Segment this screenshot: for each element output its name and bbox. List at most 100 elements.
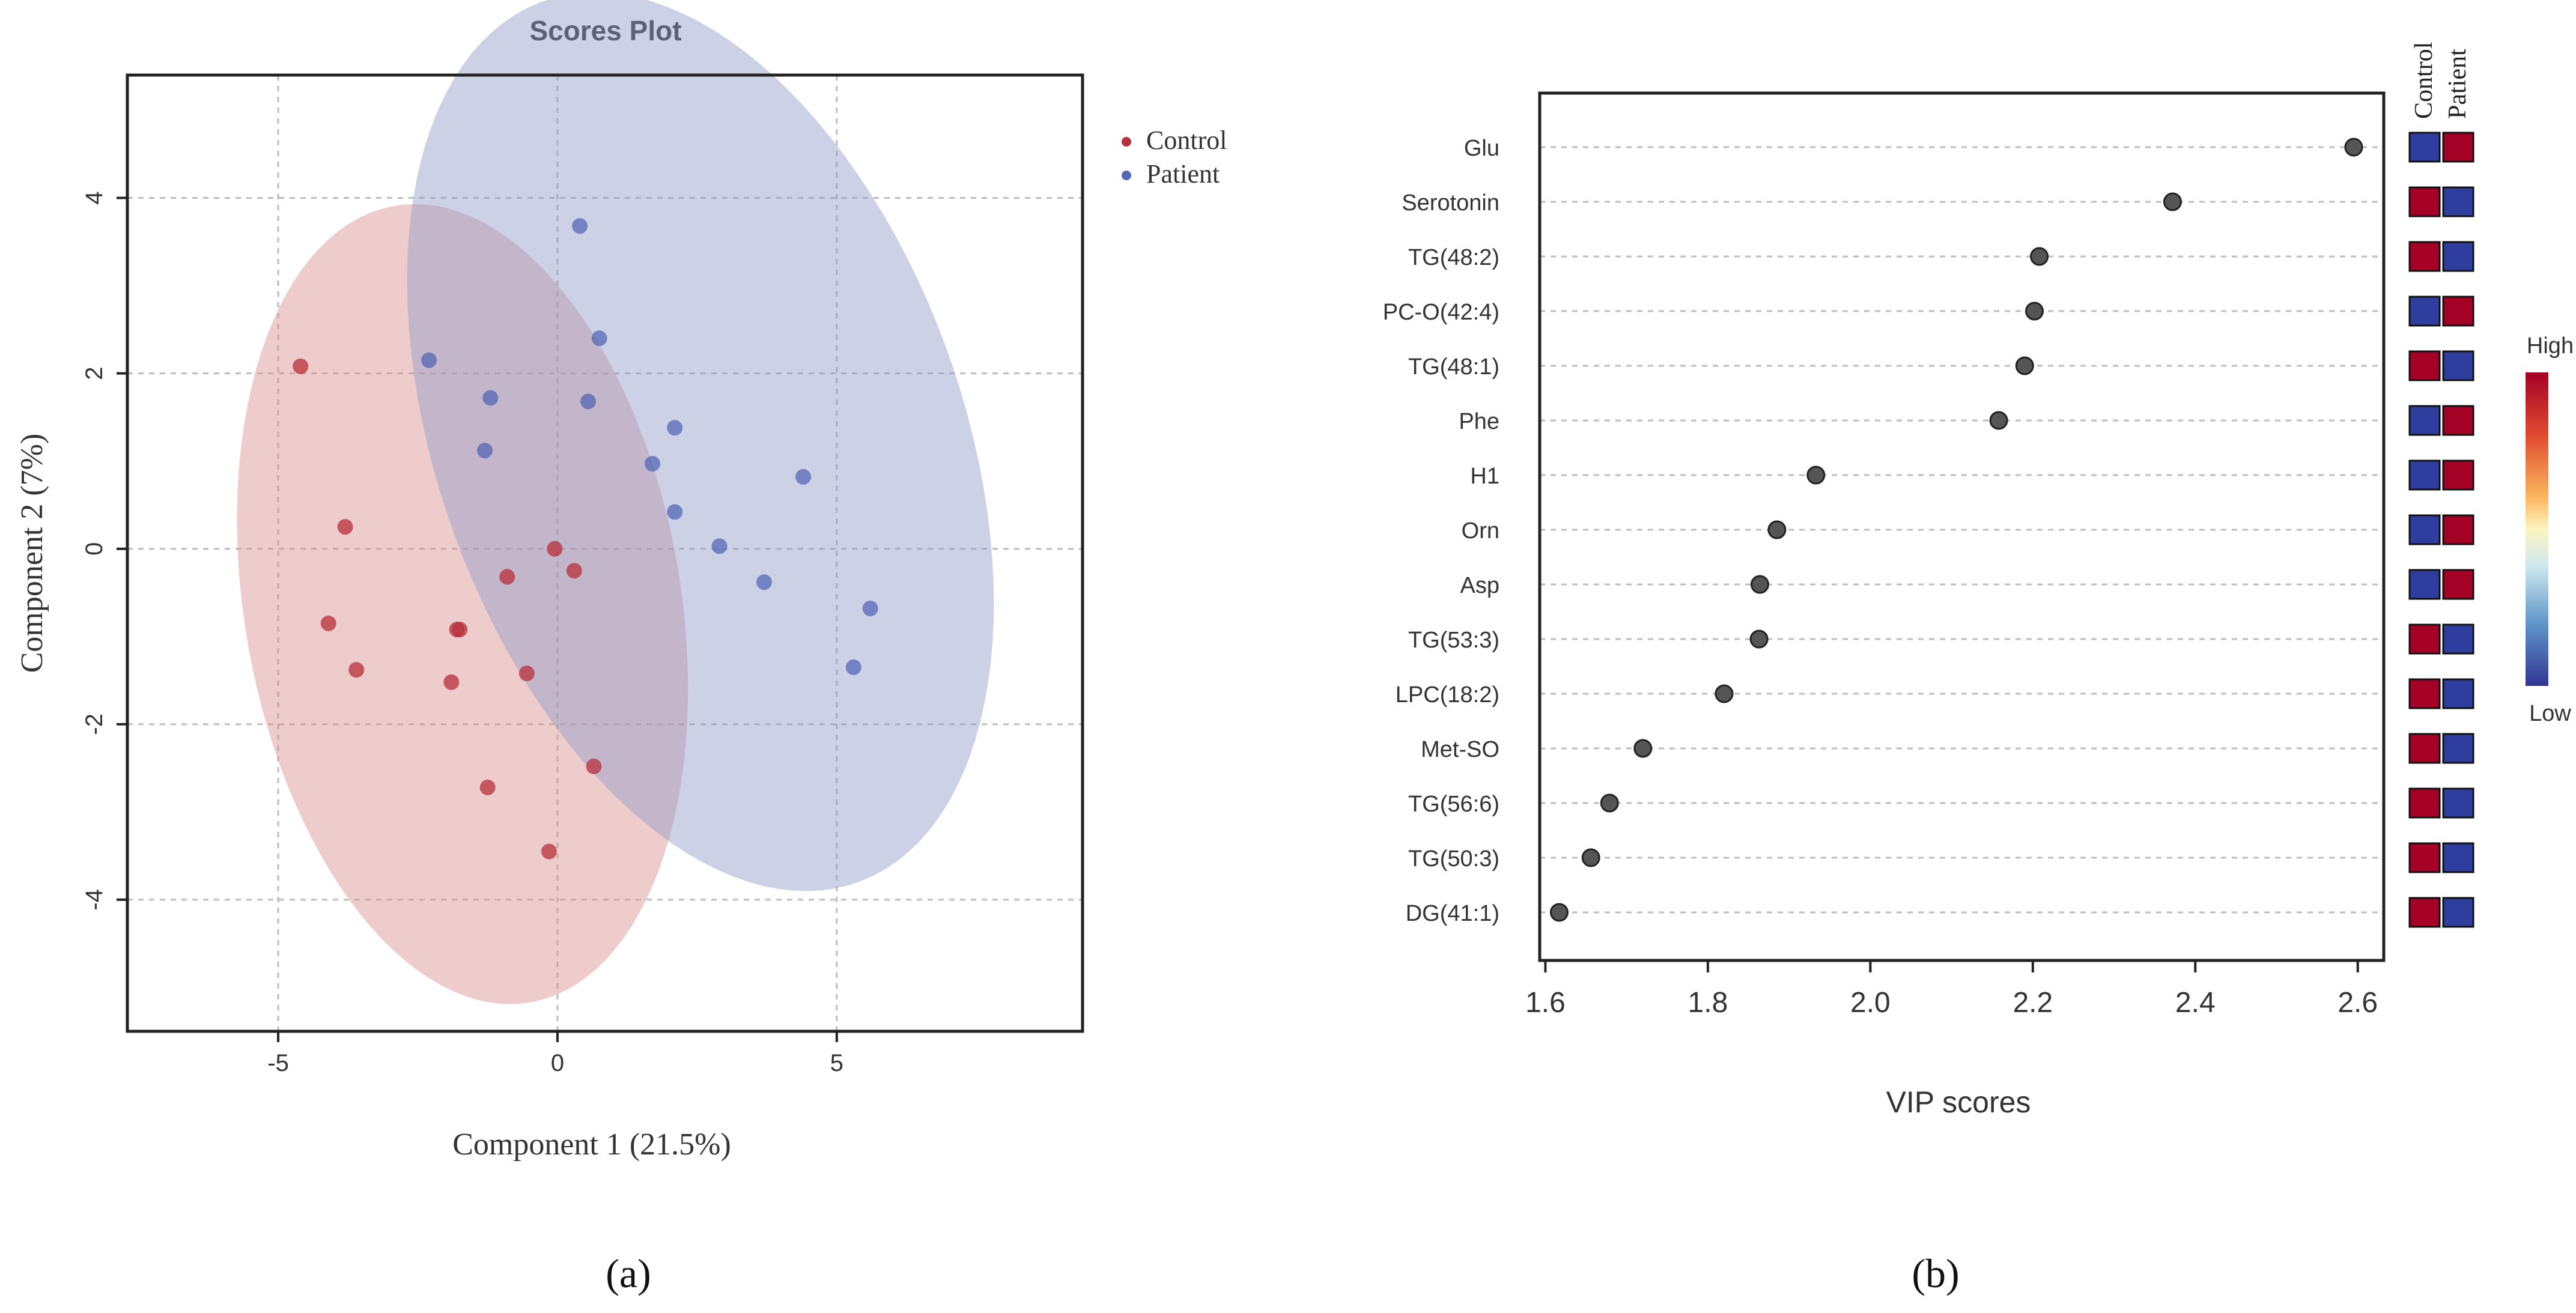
heatmap-header-control: Control: [2410, 42, 2438, 119]
heatmap-cell-patient: [2442, 678, 2474, 709]
vip-x-tick-label: 2.6: [2338, 987, 2378, 1019]
scores-y-tick-label: 4: [81, 191, 108, 204]
patient-point: [591, 330, 607, 347]
control-point: [443, 674, 460, 690]
heatmap-colorbar: High Low: [2526, 333, 2574, 726]
scores-x-tick-label: 0: [551, 1050, 564, 1076]
heatmap-cell-control: [2408, 733, 2441, 764]
heatmap-cell-patient: [2442, 842, 2474, 873]
heatmap-cell-patient: [2442, 296, 2474, 327]
patient-point: [482, 390, 499, 406]
vip-score-point: [2030, 247, 2049, 266]
heatmap-cell-patient: [2442, 186, 2474, 217]
vip-plot-x-axis-label: VIP scores: [1886, 1085, 2031, 1119]
legend-control-label: Control: [1146, 126, 1227, 155]
vip-category-label: PC-O(42:4): [1383, 300, 1499, 325]
heatmap-cell-patient: [2442, 623, 2474, 655]
vip-score-point: [2025, 302, 2044, 321]
vip-category-label: Orn: [1462, 518, 1499, 544]
scores-y-tick-label: 0: [81, 542, 108, 556]
patient-point: [795, 468, 812, 485]
vip-category-label: Asp: [1460, 573, 1499, 598]
control-point: [337, 519, 353, 535]
patient-point: [580, 393, 597, 410]
vip-plot-frame: [1538, 91, 2386, 962]
control-confidence-ellipse: [237, 204, 688, 1004]
vip-score-point: [1750, 575, 1769, 594]
scores-plot-x-axis-label: Component 1 (21.5%): [452, 1127, 731, 1162]
patient-point: [711, 538, 728, 554]
vip-category-label: Met-SO: [1421, 737, 1499, 762]
heatmap-cell-control: [2408, 787, 2441, 819]
control-point: [293, 358, 309, 374]
control-point: [541, 843, 557, 860]
scores-x-tick-label: -5: [267, 1050, 289, 1076]
vip-score-point: [1600, 793, 1619, 813]
vip-score-point: [1749, 629, 1769, 649]
vip-score-point: [1633, 739, 1653, 758]
control-point: [586, 758, 602, 774]
heatmap-header-patient: Patient: [2444, 49, 2471, 119]
control-point: [547, 541, 563, 557]
vip-x-tick-label: 2.0: [1850, 987, 1891, 1019]
vip-score-point: [1549, 903, 1569, 922]
patient-point: [862, 601, 878, 617]
heatmap-cell-control: [2408, 405, 2441, 436]
colorbar-high-label: High: [2527, 333, 2574, 359]
heatmap-cell-control: [2408, 623, 2441, 655]
patient-point: [667, 504, 683, 520]
scores-y-tick-label: -2: [81, 714, 108, 735]
panel-label-a: (a): [606, 1251, 651, 1296]
vip-category-label: LPC(18:2): [1396, 682, 1499, 708]
vip-x-tick-label: 2.4: [2175, 987, 2216, 1019]
vip-category-label: Phe: [1459, 409, 1499, 434]
control-point: [479, 779, 496, 795]
heatmap-cell-control: [2408, 514, 2441, 545]
heatmap-cell-patient: [2442, 787, 2474, 819]
control-point: [566, 563, 582, 579]
heatmap-cell-control: [2408, 296, 2441, 327]
vip-category-label: TG(50:3): [1408, 846, 1499, 872]
vip-plot-ticks: 1.6 1.8 2.0 2.2 2.4 2.6: [1525, 960, 2378, 1019]
heatmap-cell-control: [2408, 186, 2441, 217]
vip-score-point: [1767, 520, 1787, 539]
panel-label-b: (b): [1912, 1251, 1959, 1296]
legend-control-marker: [1122, 137, 1131, 147]
vip-score-point: [2015, 356, 2034, 375]
scores-plot-legend: Control Patient: [1122, 126, 1227, 189]
heatmap-cell-patient: [2442, 350, 2474, 381]
vip-category-label: TG(48:2): [1408, 245, 1499, 270]
heatmap-cell-control: [2408, 842, 2441, 873]
legend-patient-marker: [1122, 171, 1131, 180]
heatmap-cell-control: [2408, 350, 2441, 381]
scores-plot-ticks: -5 0 5 -4 -2 0 2 4: [81, 191, 843, 1076]
patient-point: [477, 443, 493, 459]
scores-plot-frame: [126, 73, 1084, 1033]
scores-y-tick-label: -4: [81, 889, 108, 911]
scores-x-tick-label: 5: [830, 1050, 843, 1076]
vip-scores-panel: Glu Serotonin TG(48:2) PC-O(42:4) TG(48:1) Ph…: [1383, 42, 2574, 1296]
vip-heatmap: [2408, 132, 2474, 928]
control-point: [320, 615, 336, 631]
patient-point: [645, 456, 661, 472]
vip-plot-rows: Glu Serotonin TG(48:2) PC-O(42:4) TG(48:1) Ph…: [1383, 136, 2384, 926]
scores-plot-ellipses: [237, 0, 994, 1004]
control-point: [452, 622, 468, 638]
heatmap-cell-patient: [2442, 132, 2474, 163]
vip-score-point: [1715, 684, 1734, 703]
heatmap-cell-patient: [2442, 459, 2474, 491]
heatmap-cell-control: [2408, 678, 2441, 709]
heatmap-cell-patient: [2442, 897, 2474, 928]
heatmap-cell-patient: [2442, 405, 2474, 436]
heatmap-cell-patient: [2442, 514, 2474, 545]
control-point: [518, 666, 535, 682]
control-point: [348, 662, 365, 678]
patient-point: [845, 659, 861, 675]
scores-plot-points: [293, 218, 878, 860]
heatmap-cell-patient: [2442, 241, 2474, 272]
vip-score-point: [1806, 465, 1826, 485]
patient-point: [756, 574, 772, 590]
vip-score-point: [1581, 848, 1600, 867]
control-point: [499, 569, 515, 585]
